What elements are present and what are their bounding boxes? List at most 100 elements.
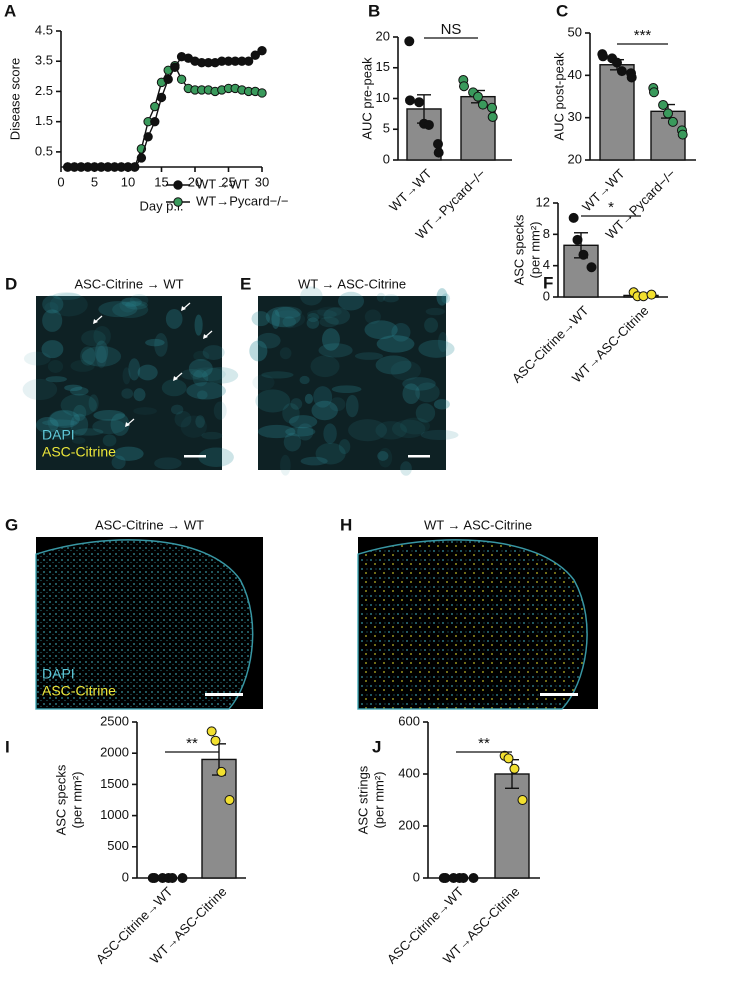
y-tick-label: 0 <box>413 869 420 884</box>
tissue-texture <box>311 400 338 421</box>
data-point <box>646 289 657 300</box>
tissue-texture <box>47 410 75 434</box>
y-axis-label: (per mm²) <box>69 771 84 828</box>
x-tick-label: 10 <box>121 174 135 189</box>
tissue-texture <box>180 415 207 438</box>
data-point <box>210 735 221 746</box>
tissue-texture <box>81 346 122 367</box>
tissue-texture <box>418 339 455 358</box>
tissue-texture <box>400 417 431 435</box>
tissue-texture <box>402 377 436 391</box>
data-point <box>143 132 153 142</box>
tissue-texture <box>283 432 302 452</box>
data-point <box>257 88 267 98</box>
x-tick-label: 20 <box>188 174 202 189</box>
tissue-texture <box>165 309 183 329</box>
tissue-texture <box>190 367 226 382</box>
tissue-texture <box>306 317 320 329</box>
significance-label: *** <box>634 27 652 44</box>
tissue-texture <box>52 292 81 300</box>
tissue-texture <box>133 407 157 415</box>
tissue-texture <box>49 410 80 428</box>
tissue-texture <box>213 401 227 420</box>
y-axis-label: ASC specks <box>53 764 68 835</box>
data-point <box>658 99 669 110</box>
data-point <box>257 45 267 56</box>
tissue-texture <box>198 447 234 467</box>
y-tick-label: 500 <box>107 838 129 853</box>
tissue-texture <box>331 385 362 394</box>
tissue-texture <box>433 399 450 410</box>
data-point <box>517 795 528 805</box>
tissue-texture <box>261 371 294 379</box>
tissue-texture <box>424 317 439 333</box>
tissue-texture <box>279 347 292 360</box>
tissue-texture <box>145 338 165 347</box>
tissue-texture <box>252 374 275 391</box>
tissue-texture <box>300 456 328 466</box>
y-tick-label: 20 <box>568 151 582 166</box>
tissue-texture <box>113 446 144 461</box>
arrow-head <box>173 376 178 381</box>
image-title: ASC-Citrine → WT <box>95 517 204 532</box>
data-point <box>649 87 659 98</box>
data-point <box>578 249 589 260</box>
arrow-head <box>125 422 130 427</box>
data-point <box>216 766 227 777</box>
tissue-texture <box>318 343 353 358</box>
y-tick-label: 1500 <box>100 776 129 791</box>
tissue-texture <box>315 442 346 465</box>
y-tick-label: 5 <box>383 121 390 136</box>
y-tick-label: 4 <box>543 257 550 272</box>
x-tick-label: 25 <box>221 174 235 189</box>
tissue-texture <box>129 293 149 307</box>
tissue-texture <box>35 417 59 434</box>
tissue-texture <box>306 309 337 319</box>
significance-label: NS <box>441 21 462 38</box>
tissue-texture <box>170 404 184 415</box>
tissue-texture <box>98 301 138 318</box>
y-axis-label: (per mm²) <box>527 221 542 278</box>
tissue-texture <box>202 367 239 384</box>
data-point <box>130 162 140 172</box>
tissue-texture <box>391 322 411 342</box>
tissue-texture <box>40 428 78 440</box>
data-point <box>616 66 627 77</box>
bar <box>201 758 237 879</box>
data-point <box>487 102 497 113</box>
scale-bar <box>184 455 206 458</box>
arrow-head <box>181 306 186 311</box>
micrograph <box>258 296 446 470</box>
y-tick-label: 40 <box>568 67 582 82</box>
tissue-texture <box>69 386 89 396</box>
tissue-texture <box>64 384 83 392</box>
legend-marker <box>173 197 183 207</box>
data-point <box>224 795 235 805</box>
tissue-texture <box>274 306 302 319</box>
tissue-texture <box>299 375 310 385</box>
tissue-texture <box>42 419 78 427</box>
y-axis-label: ASC specks <box>511 214 526 285</box>
significance-label: ** <box>186 735 198 752</box>
tissue-texture <box>310 355 340 378</box>
y-tick-label: 3.5 <box>35 53 53 68</box>
tissue-texture <box>329 397 346 412</box>
tissue-texture <box>121 297 142 307</box>
tissue-texture <box>125 300 148 310</box>
data-point <box>612 57 622 68</box>
tissue-texture <box>300 286 323 306</box>
y-tick-label: 20 <box>376 28 390 43</box>
tissue-texture <box>188 359 213 378</box>
tissue-texture <box>321 328 340 351</box>
tissue-texture <box>271 309 280 329</box>
data-point <box>156 92 167 103</box>
tissue-texture <box>390 360 422 381</box>
panel-letter: H <box>340 515 352 534</box>
tissue-texture <box>257 424 296 439</box>
tissue-texture <box>80 346 96 366</box>
data-point <box>667 116 678 127</box>
tissue-texture <box>47 359 64 373</box>
data-point <box>586 262 597 273</box>
panel-letter: G <box>5 515 18 534</box>
y-tick-label: 2.5 <box>35 83 53 98</box>
